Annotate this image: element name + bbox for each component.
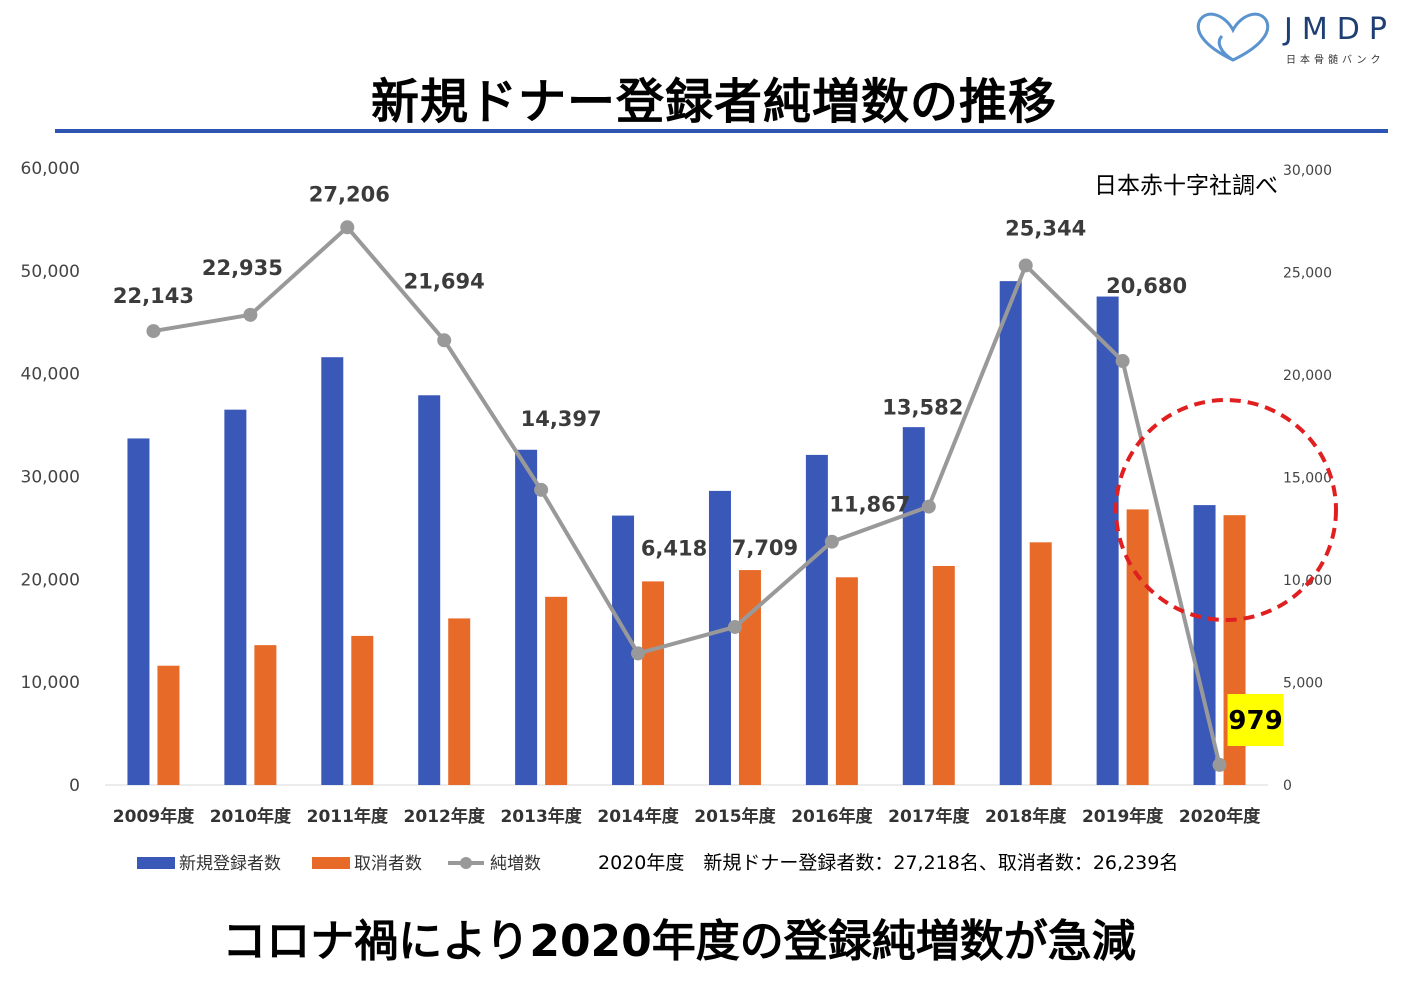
net-increase-point [631, 646, 646, 661]
y-left-tick-label: 20,000 [21, 570, 80, 590]
net-increase-line [153, 225, 1222, 766]
net-increase-data-label: 6,418 [641, 536, 707, 560]
bar-new-registration [1096, 296, 1119, 785]
bar-cancellation [642, 581, 665, 785]
net-increase-data-label: 22,143 [113, 284, 194, 308]
net-increase-data-label: 25,344 [1005, 216, 1086, 240]
y-left-tick-label: 50,000 [21, 262, 80, 282]
page-title: 新規ドナー登録者純増数の推移 [370, 74, 1057, 130]
jmdp-logo: JMDP 日本骨髄バンク [1188, 8, 1413, 68]
x-category-label: 2010年度 [210, 806, 292, 827]
y-right-tick-label: 15,000 [1283, 471, 1332, 487]
bar-cancellation [157, 665, 180, 785]
bar-new-registration [902, 427, 925, 785]
bar-cancellation [1029, 542, 1052, 785]
x-category-label: 2009年度 [113, 806, 195, 827]
y-left-tick-label: 40,000 [21, 365, 80, 385]
bar-cancellation [835, 577, 858, 785]
net-increase-point [437, 333, 452, 348]
bar-cancellation [1126, 509, 1149, 785]
bar-cancellation [448, 618, 471, 785]
title-underline [55, 129, 1388, 133]
x-category-label: 2019年度 [1082, 806, 1164, 827]
heart-logo-icon [1196, 12, 1270, 62]
y-left-tick-label: 0 [69, 776, 80, 796]
x-category-label: 2016年度 [791, 806, 873, 827]
x-category-label: 2014年度 [597, 806, 679, 827]
net-increase-point [921, 499, 936, 514]
logo-text: JMDP [1284, 12, 1396, 47]
y-right-tick-label: 25,000 [1283, 266, 1332, 282]
bar-new-registration [1193, 505, 1216, 785]
y-right-tick-label: 5,000 [1283, 676, 1323, 692]
net-increase-data-label: 14,397 [521, 407, 602, 431]
source-note: 日本赤十字社調べ [1094, 173, 1278, 199]
y-right-tick-label: 20,000 [1283, 368, 1332, 384]
legend-label: 新規登録者数 [179, 854, 281, 874]
bar-new-registration [612, 515, 635, 785]
y-left-tick-label: 60,000 [21, 159, 80, 179]
net-increase-point [534, 482, 549, 497]
highlight-data-label: 979 [1228, 706, 1282, 736]
net-increase-point [243, 307, 258, 322]
legend-label: 純増数 [490, 854, 541, 874]
bar-new-registration [515, 449, 538, 785]
bar-new-registration [418, 395, 441, 785]
bar-cancellation [738, 570, 761, 785]
bar-new-registration [224, 409, 247, 785]
legend-swatch [312, 857, 350, 869]
bar-cancellation [932, 565, 955, 785]
x-category-label: 2017年度 [888, 806, 970, 827]
bar-new-registration [321, 357, 344, 785]
bar-cancellation [351, 635, 374, 785]
net-increase-data-label: 11,867 [829, 493, 910, 517]
y-right-tick-label: 30,000 [1283, 163, 1332, 179]
legend-swatch [137, 857, 175, 869]
net-increase-data-label: 13,582 [882, 396, 963, 420]
y-left-tick-label: 10,000 [21, 673, 80, 693]
net-increase-point [340, 220, 355, 235]
net-increase-point [1212, 757, 1227, 772]
net-increase-data-label: 7,709 [732, 536, 798, 560]
net-increase-point [824, 534, 839, 549]
x-category-label: 2013年度 [500, 806, 582, 827]
bar-new-registration [999, 281, 1022, 785]
legend-label: 取消者数 [354, 854, 422, 874]
footer-caption: コロナ禍により2020年度の登録純増数が急減 [222, 916, 1136, 967]
net-increase-data-label: 21,694 [404, 269, 485, 293]
legend-swatch-marker [460, 857, 472, 869]
bar-cancellation [545, 596, 568, 785]
bar-new-registration [805, 454, 828, 785]
x-category-label: 2020年度 [1179, 806, 1261, 827]
y-left-tick-label: 30,000 [21, 468, 80, 488]
highlight-label-box [1227, 694, 1284, 746]
x-category-label: 2011年度 [307, 806, 389, 827]
y-right-tick-label: 0 [1283, 778, 1292, 794]
summary-note: 2020年度 新規ドナー登録者数：27,218名、取消者数：26,239名 [598, 852, 1179, 874]
x-category-label: 2012年度 [404, 806, 486, 827]
x-category-label: 2018年度 [985, 806, 1067, 827]
bar-cancellation [254, 645, 277, 785]
bar-new-registration [708, 490, 731, 785]
net-increase-data-label: 20,680 [1106, 274, 1187, 298]
net-increase-data-label: 22,935 [202, 256, 283, 280]
net-increase-point [146, 324, 161, 339]
bar-new-registration [127, 438, 150, 785]
logo-subtitle: 日本骨髄バンク [1286, 55, 1385, 66]
net-increase-point [1115, 354, 1130, 369]
highlight-circle [1114, 398, 1338, 622]
net-increase-point [727, 619, 742, 634]
net-increase-data-label: 27,206 [309, 182, 390, 206]
net-increase-point [1018, 258, 1033, 273]
x-category-label: 2015年度 [694, 806, 776, 827]
